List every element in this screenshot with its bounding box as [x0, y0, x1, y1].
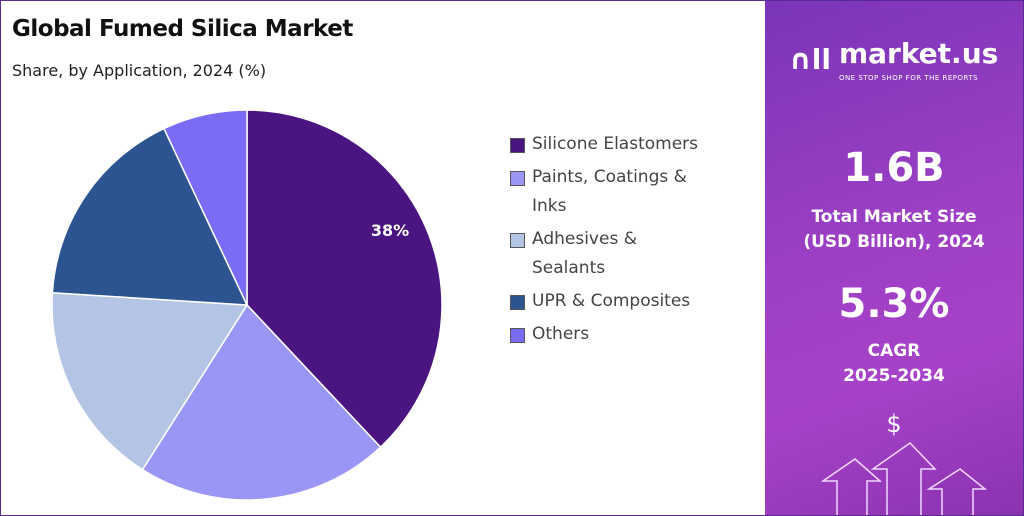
legend-swatch: [510, 233, 525, 248]
legend-swatch: [510, 295, 525, 310]
legend-label: UPR & Composites: [532, 291, 691, 311]
pie-slice-silicone: [246, 109, 443, 449]
logo-icon: ∩ll: [789, 43, 831, 76]
legend-item-others: Others: [510, 320, 707, 349]
legend-item-upr: UPR & Composites: [510, 287, 707, 316]
legend-label: Adhesives & Sealants: [532, 229, 637, 278]
legend: Silicone Elastomers Paints, Coatings & I…: [510, 130, 707, 353]
cagr-label: CAGR: [867, 341, 921, 361]
legend-item-silicone: Silicone Elastomers: [510, 130, 707, 159]
legend-label: Others: [532, 324, 590, 344]
chart-title: Global Fumed Silica Market: [12, 16, 353, 42]
legend-item-paints: Paints, Coatings & Inks: [510, 163, 707, 221]
legend-label: Paints, Coatings & Inks: [532, 167, 687, 216]
market-size-sublabel: (USD Billion), 2024: [803, 232, 985, 252]
legend-swatch: [510, 171, 525, 186]
dollar-icon: $: [886, 410, 902, 438]
brand-name: market.us: [838, 37, 999, 70]
data-label-silicone: 38%: [371, 221, 409, 240]
pie-chart: 38%: [51, 109, 443, 501]
legend-item-adhesives: Adhesives & Sealants: [510, 225, 707, 283]
pie-slice-paints: [141, 303, 382, 501]
legend-label: Silicone Elastomers: [532, 134, 699, 154]
cagr-value: 5.3%: [838, 281, 950, 327]
summary-panel: ∩ll market.us ONE STOP SHOP FOR THE REPO…: [765, 1, 1023, 515]
legend-swatch: [510, 328, 525, 343]
pie-slice-others: [162, 109, 248, 306]
growth-arrows-icon: [820, 442, 988, 515]
market-size-value: 1.6B: [843, 145, 945, 191]
pie-slice-adhesives: [51, 291, 249, 471]
legend-swatch: [510, 138, 525, 153]
market-size-label: Total Market Size: [811, 207, 977, 227]
chart-subtitle: Share, by Application, 2024 (%): [12, 61, 267, 80]
brand-logo: ∩ll market.us ONE STOP SHOP FOR THE REPO…: [789, 37, 998, 83]
brand-tagline: ONE STOP SHOP FOR THE REPORTS: [838, 74, 979, 82]
pie-slice-upr: [51, 127, 249, 306]
cagr-period: 2025-2034: [843, 366, 945, 386]
